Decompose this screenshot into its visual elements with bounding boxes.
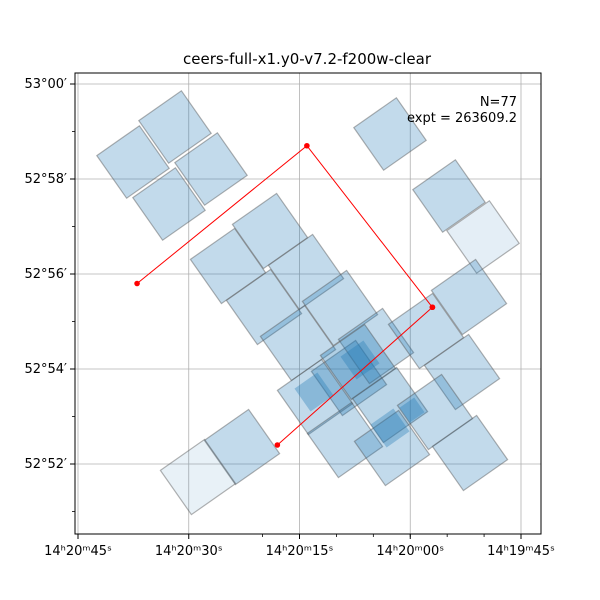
exposure-footprint [173,131,249,207]
exposure-footprint [267,233,345,311]
exposure-footprint [306,401,384,479]
exposure-footprint [203,408,281,486]
exposure-footprint [351,366,429,444]
exposure-footprint [301,269,379,347]
overlap-footprint [370,408,410,448]
exposure-footprint [137,89,213,165]
overlap-footprint [294,372,334,412]
overlap-footprint [399,397,425,423]
y-tick-label: 52°54′ [24,362,67,377]
exposure-footprint [95,124,171,200]
exposure-footprint [353,409,431,487]
exposure-footprint [352,96,428,172]
overlap-footprint [340,340,380,380]
axis-ticks: 14ʰ20ᵐ45ˢ 14ʰ20ᵐ30ˢ 14ʰ20ᵐ15ˢ 14ʰ20ᵐ00ˢ 14ʰ1… [24,77,555,559]
exposure-footprint [319,323,397,401]
red-path-segment-2-line [277,306,433,446]
exposure-footprint [131,166,207,242]
exposure-footprint [411,158,487,234]
footprint-polygons [95,89,521,516]
exposure-footprint [396,373,474,451]
exposure-footprint [225,268,303,346]
red-path-segment-2-point [429,304,436,311]
exposure-footprint [337,307,415,385]
x-tick-label: 14ʰ20ᵐ30ˢ [155,544,223,559]
exposure-footprint [231,192,309,270]
exposure-footprint [445,199,521,275]
y-tick-label: 52°58′ [24,172,67,187]
x-tick-label: 14ʰ19ᵐ45ˢ [487,544,555,559]
y-tick-label: 52°52′ [24,457,67,472]
y-tick-label: 52°56′ [24,267,67,282]
exposure-footprint [430,258,508,336]
red-path [134,142,436,448]
exposure-footprint [431,414,509,492]
exposure-footprint [159,438,237,516]
x-tick-label: 14ʰ20ᵐ45ˢ [44,544,112,559]
red-path-segment-2-point [274,442,281,448]
exposure-time-annotation: expt = 263609.2 [407,111,517,126]
exposure-footprint [387,292,465,370]
exposure-footprint [276,358,354,436]
red-path-segment-1-point [134,280,140,287]
exposure-footprint [310,339,388,417]
exposure-footprint [423,333,501,411]
exposure-footprint [259,304,337,382]
exposure-footprint [189,227,267,305]
grid [75,73,541,534]
x-tick-label: 14ʰ20ᵐ15ˢ [266,544,334,559]
chart-title: ceers-full-x1.y0-v7.2-f200w-clear [183,50,432,68]
plot-frame [74,72,542,535]
x-tick-label: 14ʰ20ᵐ00ˢ [376,544,444,559]
count-annotation: N=77 [480,95,517,110]
y-tick-label: 53°00′ [24,77,67,92]
red-path-segment-1-point [304,142,310,149]
